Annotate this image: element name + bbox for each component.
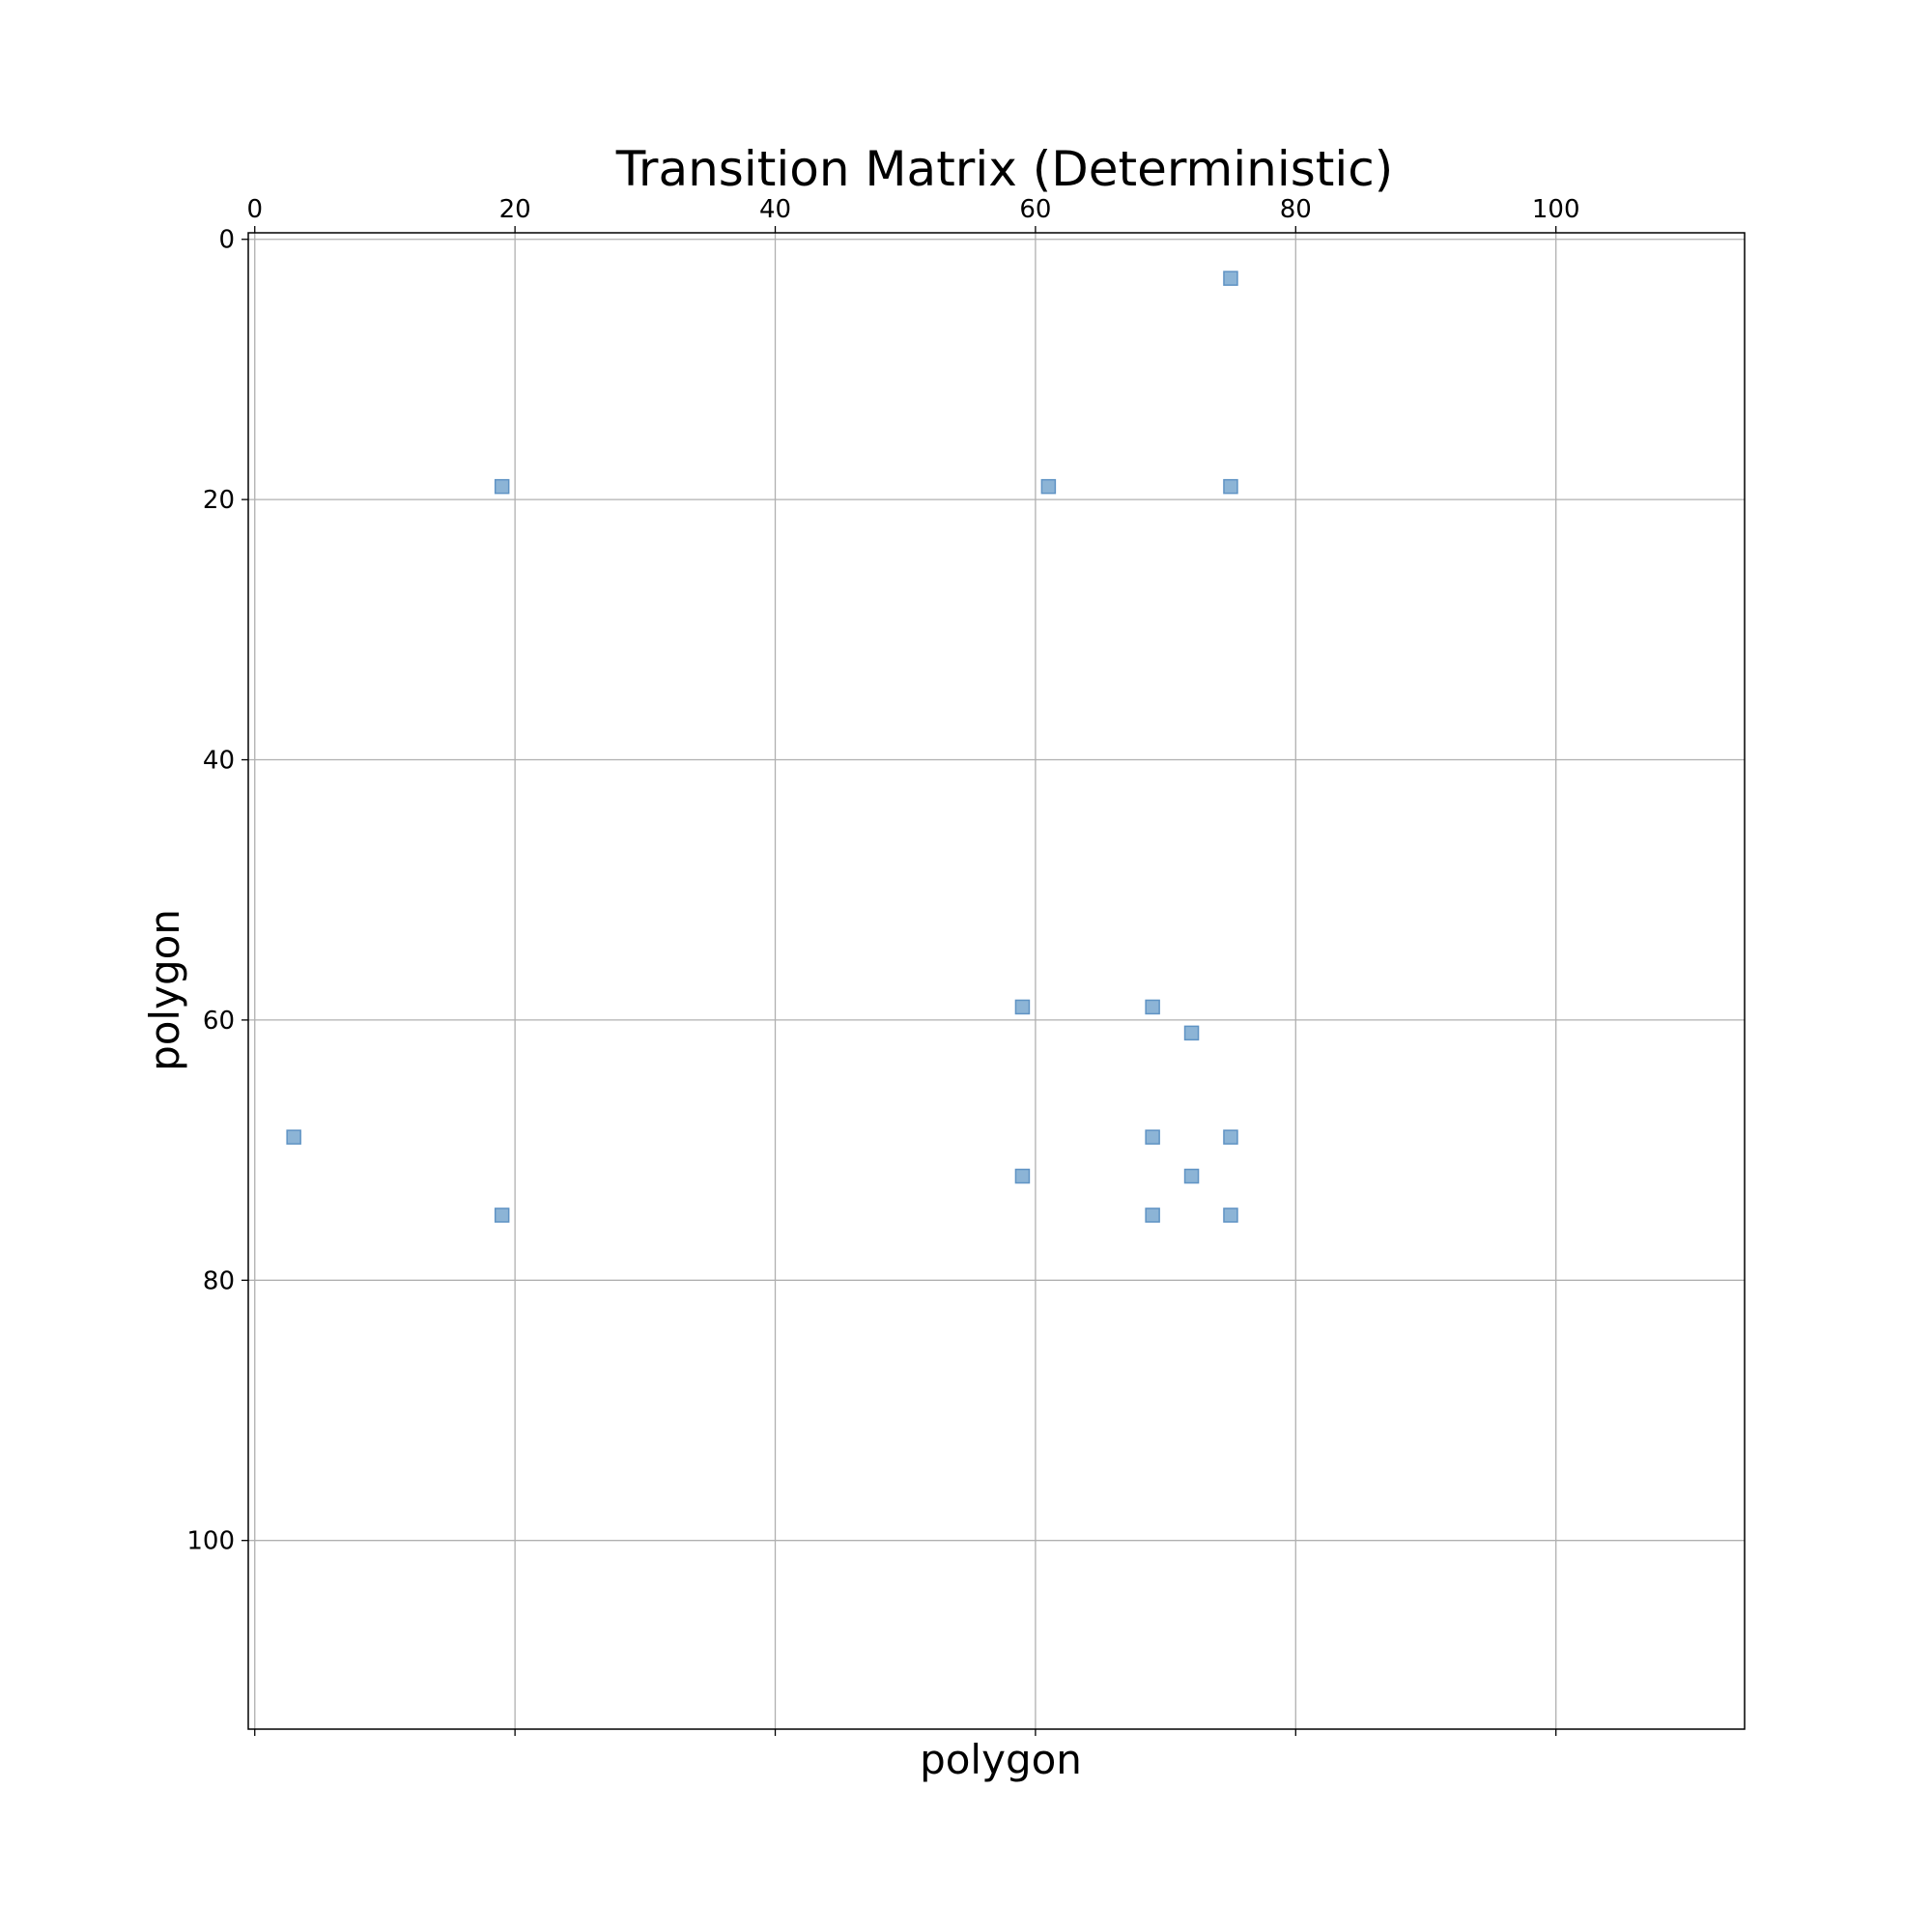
data-point xyxy=(1183,1025,1200,1041)
plot-frame xyxy=(247,232,1746,1730)
y-tick-label: 100 xyxy=(186,1527,235,1556)
grid xyxy=(248,233,1745,1729)
ticks: 0 20 40 60 80 100 0 20 40 60 80 100 xyxy=(186,195,1580,1736)
data-point xyxy=(1145,1129,1160,1145)
y-tick-label: 60 xyxy=(203,1007,235,1036)
y-tick-label: 80 xyxy=(203,1266,235,1295)
data-points xyxy=(286,270,1238,1223)
x-axis-title: polygon xyxy=(920,1736,1082,1783)
y-axis-title: polygon xyxy=(141,909,188,1071)
y-tick-label: 20 xyxy=(203,486,235,515)
x-tick-label: 40 xyxy=(759,195,791,224)
y-tick-label: 0 xyxy=(218,226,235,255)
data-point xyxy=(1223,1129,1238,1145)
chart-title: Transition Matrix (Deterministic) xyxy=(615,141,1394,197)
data-point xyxy=(494,1208,510,1223)
x-tick-label: 80 xyxy=(1280,195,1312,224)
data-point xyxy=(1183,1168,1200,1184)
x-tick-label: 20 xyxy=(499,195,531,224)
data-point xyxy=(286,1129,301,1145)
x-tick-label: 0 xyxy=(246,195,263,224)
data-point xyxy=(1145,1208,1160,1223)
y-tick-label: 40 xyxy=(203,747,235,776)
data-point xyxy=(1145,999,1160,1015)
data-point xyxy=(1040,478,1057,495)
x-tick-label: 100 xyxy=(1532,195,1580,224)
data-point xyxy=(1014,1168,1031,1184)
data-point xyxy=(1223,270,1238,286)
data-point xyxy=(1223,478,1238,495)
data-point xyxy=(494,478,510,495)
x-tick-label: 60 xyxy=(1019,195,1051,224)
data-point xyxy=(1014,999,1031,1015)
data-point xyxy=(1223,1208,1238,1223)
